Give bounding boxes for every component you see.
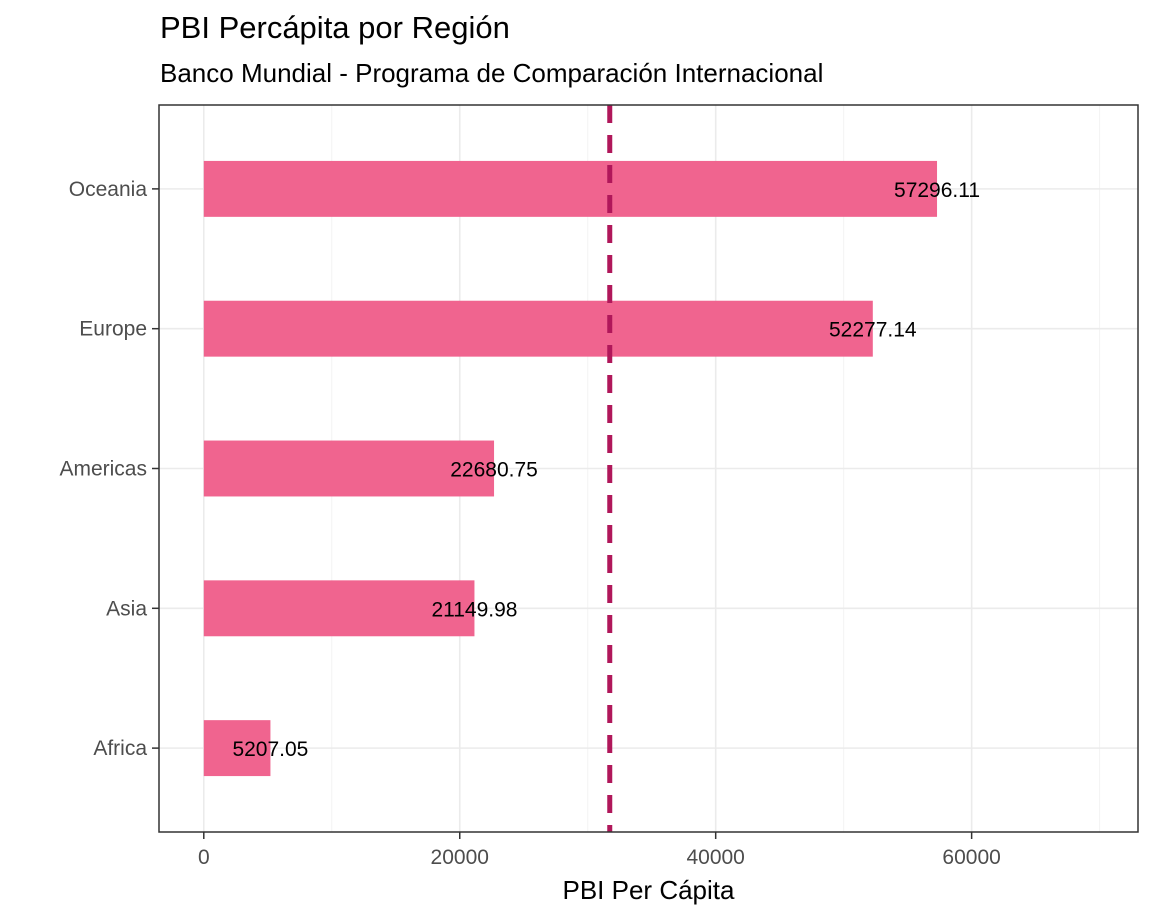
chart-title: PBI Percápita por Región: [160, 10, 510, 45]
y-tick-label: Europe: [79, 318, 147, 341]
y-axis: Africa Asia Americas Europe Oceania: [59, 178, 159, 760]
x-tick-label: 40000: [686, 846, 744, 869]
data-label: 22680.75: [450, 459, 538, 482]
y-tick-label: Asia: [106, 597, 147, 620]
y-tick-label: Oceania: [69, 178, 148, 201]
x-axis: 0 20000 40000 60000: [198, 832, 1001, 869]
bar-africa: [203, 720, 271, 777]
data-labels: 5207.05 21149.98 22680.75 52277.14 57296.11: [232, 179, 980, 761]
y-tick-label: Africa: [93, 737, 147, 760]
bars: [203, 160, 938, 777]
chart-subtitle: Banco Mundial - Programa de Comparación …: [160, 58, 824, 88]
data-label: 21149.98: [431, 598, 517, 621]
x-tick-label: 60000: [942, 846, 1000, 869]
data-label: 52277.14: [829, 319, 917, 342]
data-label: 57296.11: [894, 179, 980, 202]
bar-europe: [203, 300, 873, 357]
bar-americas: [203, 440, 495, 497]
y-tick-label: Americas: [59, 458, 147, 481]
x-axis-title: PBI Per Cápita: [563, 875, 736, 905]
bar-asia: [203, 580, 475, 637]
data-label: 5207.05: [232, 738, 308, 761]
x-tick-label: 0: [198, 846, 210, 869]
x-tick-label: 20000: [431, 846, 489, 869]
bar-oceania: [203, 160, 938, 217]
